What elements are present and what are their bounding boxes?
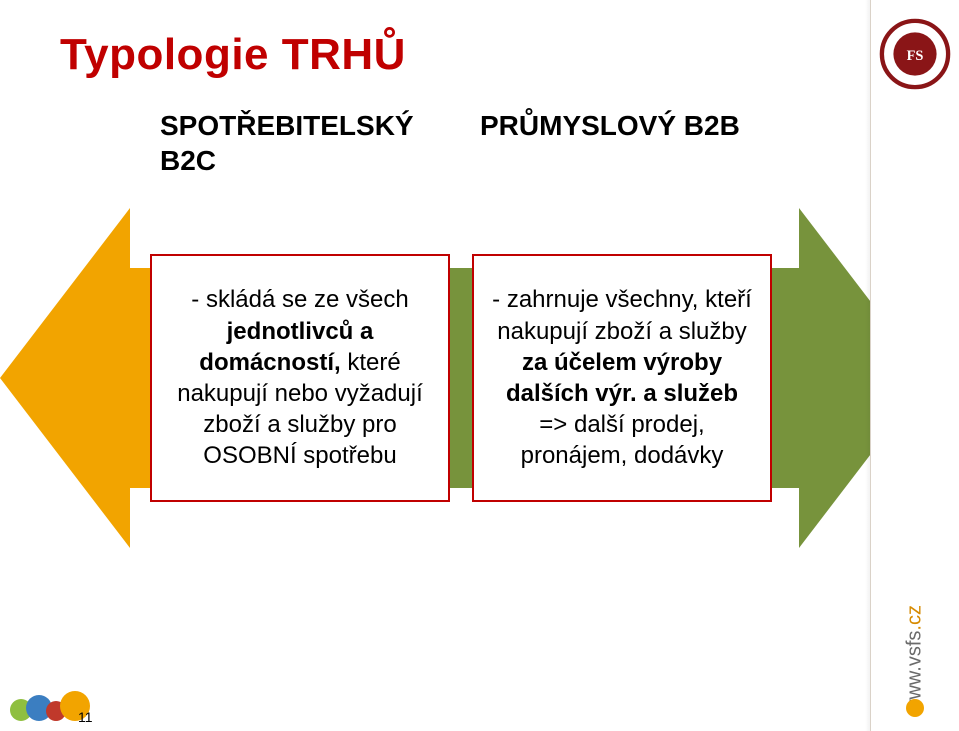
header-b2c: SPOTŘEBITELSKÝ B2C bbox=[160, 108, 440, 178]
column-headers: SPOTŘEBITELSKÝ B2C PRŮMYSLOVÝ B2B bbox=[160, 108, 830, 178]
arrow-left-head-icon bbox=[0, 208, 130, 548]
arrow-right-tail: => další prodej, pronájem, dodávky bbox=[521, 411, 724, 469]
arrow-right-card: - zahrnuje všechny, kteří nakupují zboží… bbox=[472, 254, 772, 502]
website-label: www.vsfs.cz bbox=[904, 605, 927, 714]
sidebar-dot-icon bbox=[906, 699, 924, 717]
arrows-container: - skládá se ze všech jednotlivců a domác… bbox=[60, 208, 830, 568]
arrow-right-text: - zahrnuje všechny, kteří nakupují zboží… bbox=[492, 284, 752, 471]
website-suffix: .cz bbox=[904, 605, 926, 631]
arrow-left-card: - skládá se ze všech jednotlivců a domác… bbox=[150, 254, 450, 502]
page-number: 11 bbox=[78, 709, 93, 725]
vsfs-logo-icon: FS bbox=[879, 18, 951, 90]
slide-canvas: Typologie TRHŮ SPOTŘEBITELSKÝ B2C PRŮMYS… bbox=[0, 0, 870, 731]
arrow-right-line1: - zahrnuje všechny, kteří nakupují zboží… bbox=[492, 286, 752, 344]
header-b2b-line1: PRŮMYSLOVÝ B2B bbox=[480, 110, 740, 141]
sidebar-shadow bbox=[865, 0, 871, 731]
arrow-right: - zahrnuje všechny, kteří nakupují zboží… bbox=[450, 208, 930, 548]
arrow-left-text: - skládá se ze všech jednotlivců a domác… bbox=[164, 284, 436, 471]
arrow-left: - skládá se ze všech jednotlivců a domác… bbox=[0, 208, 480, 548]
sidebar: FS www.vsfs.cz bbox=[870, 0, 959, 731]
header-b2c-line2: B2C bbox=[160, 145, 216, 176]
header-b2c-line1: SPOTŘEBITELSKÝ bbox=[160, 110, 414, 141]
arrow-left-line1: - skládá se ze všech bbox=[191, 286, 408, 313]
header-b2b: PRŮMYSLOVÝ B2B bbox=[480, 108, 780, 178]
svg-text:FS: FS bbox=[907, 48, 924, 64]
arrow-right-bold: za účelem výroby dalších výr. a služeb bbox=[506, 349, 738, 407]
slide-title: Typologie TRHŮ bbox=[60, 30, 830, 80]
